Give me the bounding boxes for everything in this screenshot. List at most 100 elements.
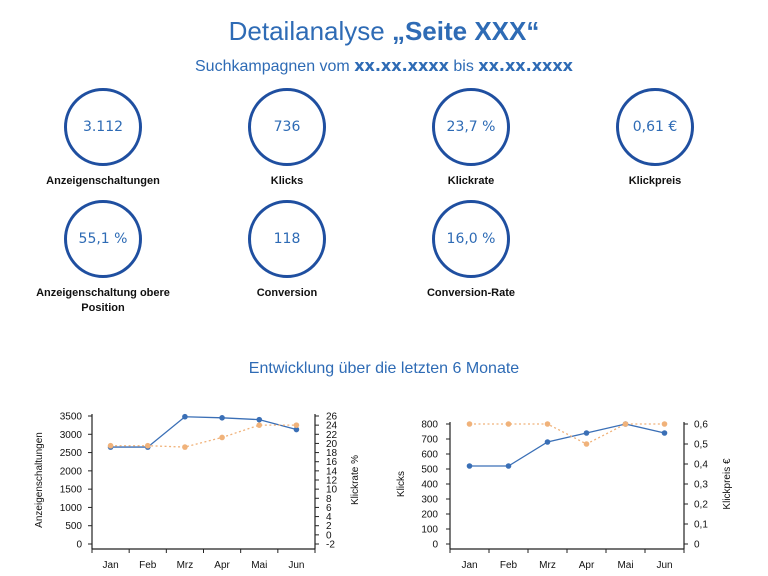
data-point-right xyxy=(466,421,473,427)
y2-tick-label: 24 xyxy=(326,421,338,432)
y2-tick-label: 0 xyxy=(694,540,700,551)
y2-tick-label: 14 xyxy=(326,466,338,477)
y-tick-label: 2500 xyxy=(60,448,83,459)
y-tick-label: 200 xyxy=(421,510,438,521)
y-tick-label: 300 xyxy=(421,495,438,506)
series-line-left xyxy=(110,416,297,448)
y2-tick-label: 0,3 xyxy=(694,480,708,491)
subtitle-mid: bis xyxy=(448,58,479,75)
data-point-left xyxy=(661,430,668,436)
x-tick-label: Jun xyxy=(656,560,672,571)
kpi-conversion: 118 Conversion xyxy=(207,200,367,301)
kpi-circle: 0,61 € xyxy=(616,88,694,166)
data-point-left xyxy=(256,416,263,423)
data-point-right xyxy=(544,421,551,427)
data-point-right xyxy=(661,421,668,427)
y2-tick-label: 20 xyxy=(326,439,338,450)
x-tick-label: Mai xyxy=(617,560,633,571)
kpi-circle: 23,7 % xyxy=(432,88,510,166)
page-title: Detailanalyse „Seite XXX“ xyxy=(0,16,768,47)
data-point-left xyxy=(583,430,590,436)
kpi-value: 736 xyxy=(273,119,301,135)
kpi-label: Klickrate xyxy=(447,175,495,187)
y-tick-label: 0 xyxy=(76,540,82,551)
series-line-left xyxy=(469,423,665,467)
data-point-right xyxy=(256,422,263,428)
data-point-right xyxy=(182,444,188,450)
data-point-right xyxy=(107,442,114,449)
y2-tick-label: 4 xyxy=(326,512,332,523)
y-tick-label: 1500 xyxy=(60,485,83,496)
y2-tick-label: 0,2 xyxy=(694,500,708,511)
kpi-value: 16,0 % xyxy=(446,231,496,247)
kpi-value: 55,1 % xyxy=(78,231,128,247)
y2-tick-label: -2 xyxy=(326,540,335,551)
kpi-value: 0,61 € xyxy=(632,119,678,135)
chart-clicks-cpc: 0 100 200 300 400 500 600 700 800 0 0,1 0,2 0,3 0,4 0,… xyxy=(396,420,733,572)
title-prefix: Detailanalyse xyxy=(228,16,392,46)
kpi-value: 23,7 % xyxy=(446,119,496,135)
data-point-left xyxy=(219,415,225,421)
data-point-left xyxy=(544,439,551,445)
y-tick-label: 100 xyxy=(421,525,438,536)
y-tick-label: 1000 xyxy=(60,503,83,514)
x-tick-label: Apr xyxy=(579,560,595,571)
x-tick-label: Mrz xyxy=(539,560,556,571)
kpi-circle: 55,1 % xyxy=(64,200,142,278)
kpi-obere-position: 55,1 % Anzeigenschaltung obere Position xyxy=(23,200,183,316)
kpi-klicks: 736 Klicks xyxy=(207,88,367,189)
y2-tick-label: 0,6 xyxy=(694,420,708,431)
y2-tick-label: 0,1 xyxy=(694,520,708,531)
kpi-anzeigenschaltungen: 3.112 Anzeigenschaltungen xyxy=(23,88,183,189)
x-tick-label: Jan xyxy=(103,560,119,571)
kpi-circle: 16,0 % xyxy=(432,200,510,278)
kpi-circle: 736 xyxy=(248,88,326,166)
kpi-value: 118 xyxy=(273,231,301,247)
kpi-label: Anzeigenschaltungen xyxy=(46,175,160,187)
x-tick-label: Apr xyxy=(214,560,230,571)
y2-tick-label: 10 xyxy=(326,485,338,496)
y2-tick-label: 18 xyxy=(326,448,338,459)
date-to: xx.xx.xxxx xyxy=(478,56,573,75)
y-tick-label: 0 xyxy=(432,540,438,551)
y-tick-label: 3000 xyxy=(60,430,83,441)
kpi-klickpreis: 0,61 € Klickpreis xyxy=(575,88,735,189)
x-tick-label: Mrz xyxy=(177,560,194,571)
kpi-label: Anzeigenschaltung obere Position xyxy=(36,287,170,314)
kpi-label: Klickpreis xyxy=(628,175,682,187)
y-tick-label: 800 xyxy=(421,420,438,431)
x-tick-label: Feb xyxy=(500,560,518,571)
kpi-value: 3.112 xyxy=(82,119,124,135)
y2-tick-label: 6 xyxy=(326,503,332,514)
page-subtitle: Suchkampagnen vom xx.xx.xxxx bis xx.xx.x… xyxy=(0,56,768,76)
y-tick-label: 400 xyxy=(421,480,438,491)
date-from: xx.xx.xxxx xyxy=(354,56,449,75)
data-point-left xyxy=(182,413,188,420)
data-point-left xyxy=(293,426,300,433)
x-tick-label: Mai xyxy=(251,560,267,571)
kpi-label: Klicks xyxy=(270,175,304,187)
y2-tick-label: 8 xyxy=(326,494,332,505)
title-page-name: „Seite XXX“ xyxy=(391,16,540,46)
y-tick-label: 3500 xyxy=(60,412,83,423)
y2-tick-label: 0,5 xyxy=(694,440,708,451)
y-tick-label: 600 xyxy=(421,450,438,461)
series-line-right xyxy=(110,424,297,448)
data-point-right xyxy=(144,442,151,449)
x-tick-label: Jun xyxy=(288,560,304,571)
x-tick-label: Feb xyxy=(139,560,157,571)
y-tick-label: 700 xyxy=(421,435,438,446)
y2-tick-label: 26 xyxy=(326,412,338,423)
series-line-right xyxy=(469,423,665,445)
y2-tick-label: 0,4 xyxy=(694,460,708,471)
y2-axis-title: Klickpreis € xyxy=(722,458,733,510)
section-title: Entwicklung über die letzten 6 Monate xyxy=(248,360,520,377)
kpi-label: Conversion xyxy=(256,287,318,299)
y-axis-title: Anzeigenschaltungen xyxy=(34,432,45,528)
subtitle-prefix: Suchkampagnen vom xyxy=(195,58,355,75)
y2-tick-label: 2 xyxy=(326,521,332,532)
y2-axis-title: Klickrate % xyxy=(350,455,361,505)
data-point-right xyxy=(505,421,512,427)
data-point-right xyxy=(622,421,629,427)
y2-tick-label: 12 xyxy=(326,476,338,487)
